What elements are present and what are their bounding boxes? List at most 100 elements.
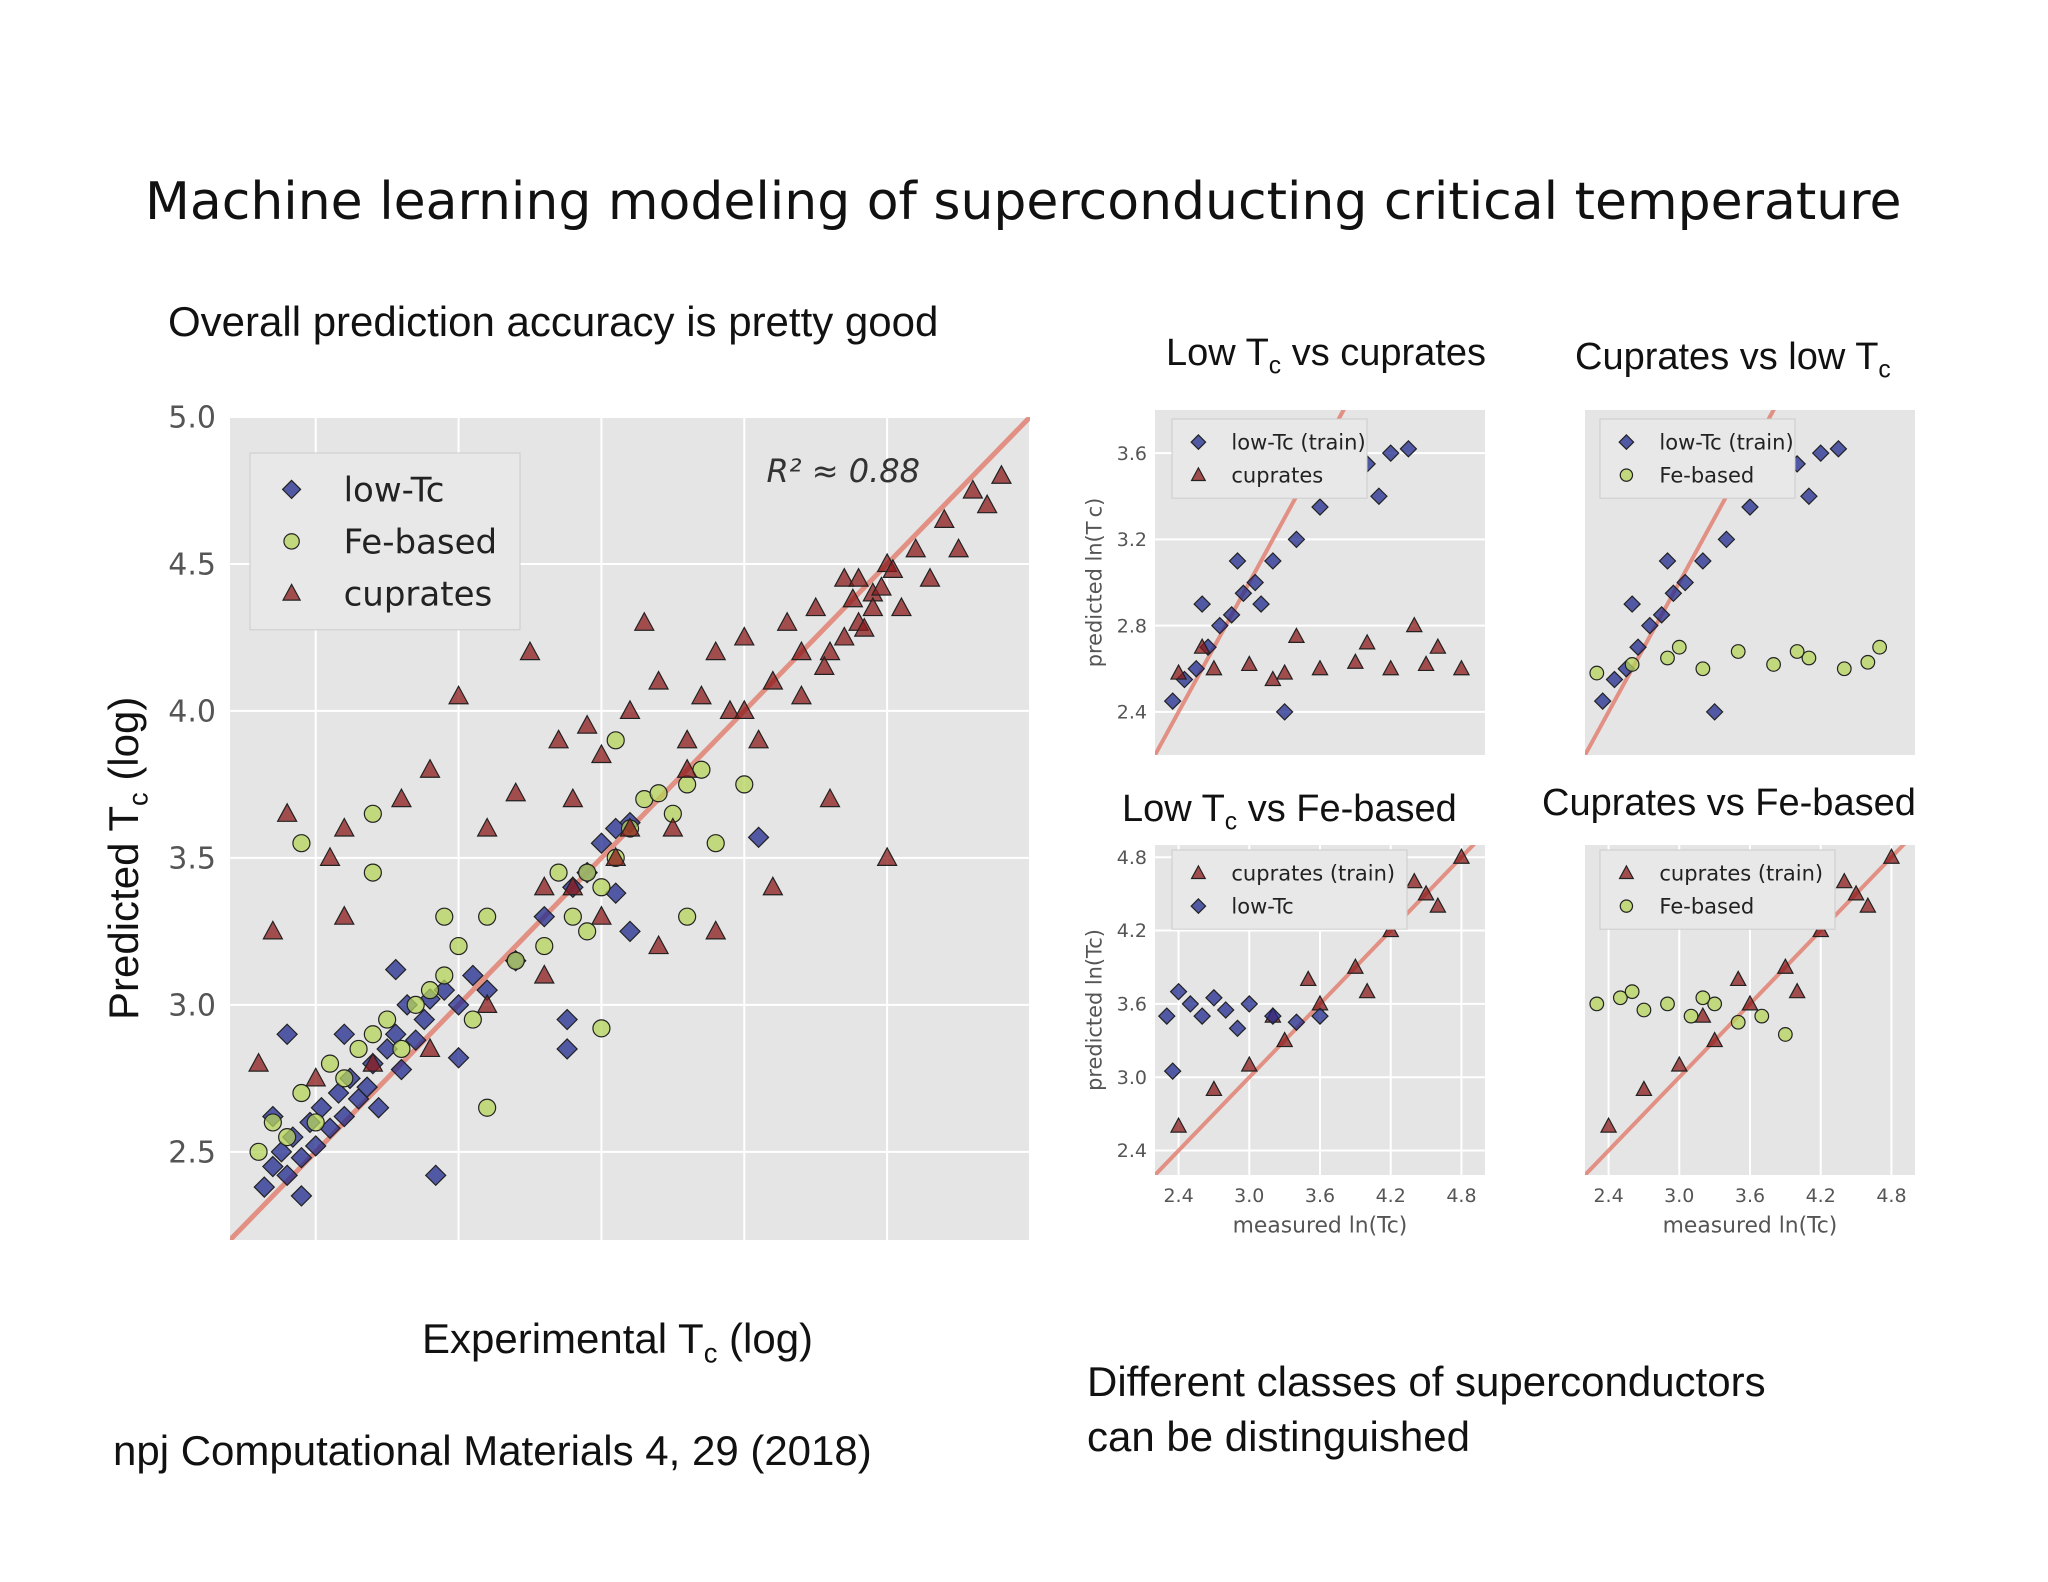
low-tc-point <box>1287 530 1306 549</box>
low-tc-point <box>1370 487 1388 506</box>
cuprates-point <box>733 699 755 720</box>
legend-label: cuprates (train) <box>1659 861 1823 885</box>
low-tc-point <box>1664 584 1683 603</box>
panel-lowtc-vs-febased: 2.4 3.0 3.6 4.2 4.8 2.4 3.0 3.6 4.2 4.8 cuprates (… <box>1082 845 1485 1238</box>
cuprates-point <box>1346 957 1364 974</box>
low-tc-point <box>1829 439 1848 458</box>
fe-based-point <box>335 1069 354 1088</box>
cuprates-point <box>733 626 755 646</box>
fe-based-point <box>1766 657 1781 672</box>
y-tick-label: 3.6 <box>1117 994 1147 1016</box>
low-tc-point <box>1246 573 1265 592</box>
cuprates-point <box>813 655 835 675</box>
cuprates-point <box>976 493 998 514</box>
cuprates-point <box>1264 670 1282 687</box>
x-tick-label: 3.6 <box>1735 1185 1765 1207</box>
data-layer <box>1585 845 1906 1175</box>
cuprates-point <box>1382 659 1400 676</box>
fe-based-point <box>292 1083 311 1103</box>
legend: cuprates (train) low-Tc <box>1171 849 1408 930</box>
cuprates-point <box>319 846 341 866</box>
fe-based-point <box>1730 644 1746 659</box>
fe-based-point <box>563 907 582 926</box>
fe-based-point <box>306 1113 325 1132</box>
low-tc-point <box>1163 692 1182 710</box>
fe-based-point <box>1777 1027 1793 1042</box>
low-tc-point <box>1311 1007 1329 1025</box>
fe-based-point <box>735 775 754 794</box>
cuprates-point <box>1741 994 1759 1011</box>
cuprates-point <box>448 684 470 705</box>
low-tc-point <box>747 826 770 849</box>
y-axis-label: predicted ln(T c) <box>1082 498 1106 668</box>
fe-based-point <box>420 981 440 1000</box>
cuprates-point <box>1429 637 1447 654</box>
panel-cuprates-vs-febased: 2.4 3.0 3.6 4.2 4.8 cuprates (train) Fe-based m… <box>1585 845 1915 1238</box>
fe-based-point <box>263 1113 282 1132</box>
cuprates-point <box>1169 1116 1188 1133</box>
cuprates-point <box>776 611 798 631</box>
legend-marker <box>281 479 302 500</box>
data-layer <box>230 417 1030 1240</box>
cuprates-point <box>548 729 570 749</box>
cuprates-point <box>1417 884 1435 901</box>
legend-marker <box>1190 466 1207 482</box>
fe-based-point <box>678 775 697 794</box>
fe-based-point <box>578 922 597 941</box>
low-tc-point <box>1800 487 1818 506</box>
legend-marker <box>1190 898 1207 915</box>
legend-marker <box>1618 864 1635 880</box>
fe-based-point <box>1789 644 1805 659</box>
legend-label: low-Tc (train) <box>1659 430 1793 454</box>
low-tc-point <box>290 1185 313 1207</box>
cuprates-point <box>1417 655 1435 672</box>
fe-based-point <box>592 878 611 897</box>
x-tick-label: 2.4 <box>1593 1185 1623 1207</box>
fe-based-point <box>535 936 554 956</box>
panel-title-lowtc-vs-febased: Low Tc vs Fe-based <box>1122 788 1457 836</box>
cuprates-point <box>619 699 641 720</box>
low-tc-point <box>1275 703 1294 721</box>
cuprates-point <box>519 640 541 661</box>
low-tc-point <box>533 905 556 928</box>
low-tc-point <box>1652 605 1671 624</box>
fe-based-point <box>406 995 425 1014</box>
cuprates-point <box>590 743 612 764</box>
low-tc-point <box>447 1046 470 1069</box>
cuprates-point <box>919 567 941 587</box>
cuprates-point <box>1694 1006 1712 1023</box>
low-tc-point <box>424 1164 447 1187</box>
fe-based-point <box>1730 1014 1746 1030</box>
legend-box <box>1171 849 1408 930</box>
cuprates-point <box>576 714 598 734</box>
cuprates-point <box>876 846 898 866</box>
legend: low-Tc Fe-based cuprates <box>249 452 521 631</box>
legend-label: low-Tc (train) <box>1231 430 1365 454</box>
low-tc-point <box>1264 1007 1282 1025</box>
legend-marker <box>1619 899 1634 913</box>
x-axis-label: measured ln(Tc) <box>1233 1213 1408 1238</box>
low-tc-point <box>1399 439 1418 458</box>
legend-label: Fe-based <box>1659 894 1754 918</box>
fe-based-point <box>278 1128 297 1147</box>
legend-marker <box>1619 468 1634 482</box>
cuprates-point <box>1346 653 1364 669</box>
legend: cuprates (train) Fe-based <box>1599 849 1836 930</box>
cuprates-point <box>833 567 855 587</box>
cuprates-point <box>648 670 670 690</box>
low-tc-point <box>590 832 613 855</box>
cuprates-point <box>833 626 855 646</box>
y-axis-label: predicted ln(Tc) <box>1082 929 1106 1091</box>
cuprates-point <box>1311 659 1329 676</box>
cuprates-point <box>1299 970 1317 987</box>
fe-based-point <box>292 834 311 853</box>
low-tc-point <box>327 1082 350 1104</box>
legend-marker <box>1190 434 1207 451</box>
fe-based-point <box>1683 1008 1699 1024</box>
data-layer <box>1155 845 1476 1175</box>
fe-based-point <box>1860 654 1876 670</box>
cuprates-point <box>305 1067 327 1087</box>
fe-based-point <box>363 1025 382 1044</box>
legend-label: Fe-based <box>1659 463 1754 487</box>
fe-based-point <box>1660 650 1675 666</box>
